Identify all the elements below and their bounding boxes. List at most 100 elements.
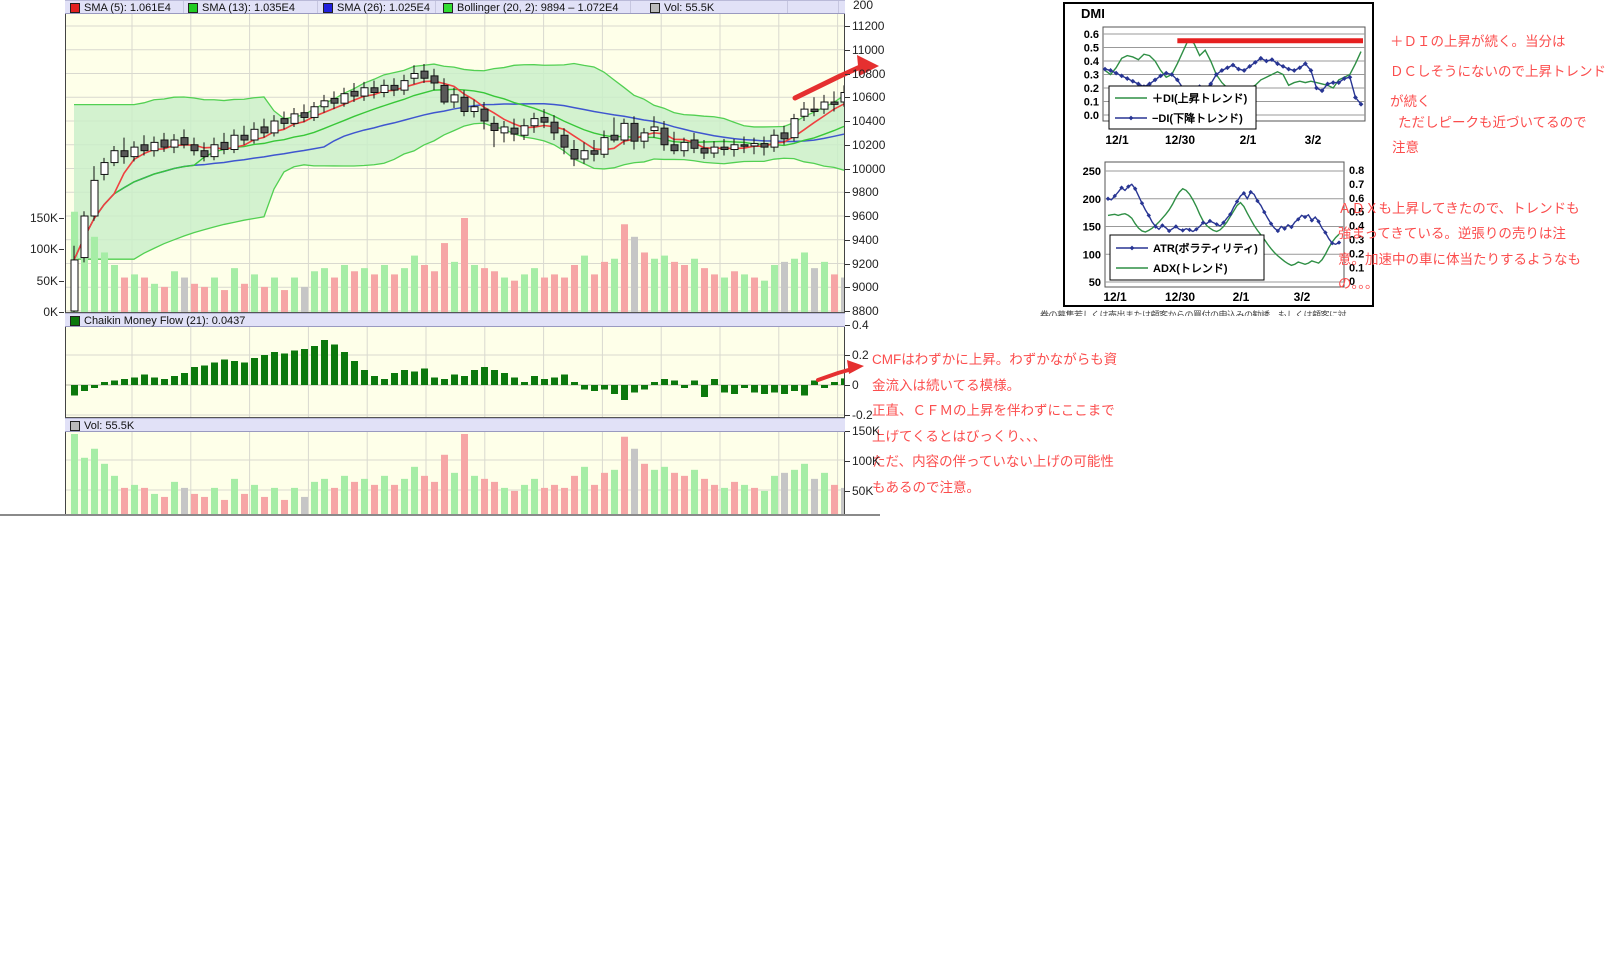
price-axis-label: 10800 [852,66,886,81]
legend-item: Bollinger (20, 2): 9894 – 1.072E4 [443,2,618,14]
price-axis-label: 10000 [852,161,886,176]
dmi-y-label: 0.2 [1084,83,1099,95]
volume-chart [65,432,845,515]
axis-tick [845,73,850,75]
dmi-x-label: 2/1 [1240,133,1257,147]
atr-y-label-right: 0.3 [1349,235,1364,247]
dmi-x-label: 12/1 [1105,133,1129,147]
legend-separator [630,1,631,13]
atr-legend-adx: ADX(トレンド) [1153,262,1228,275]
annotation-dmi-line: 注意 [1392,140,1419,155]
atr-y-label-left: 50 [1089,277,1101,289]
axis-tick [845,239,850,241]
legend-label: SMA (5): 1.061E4 [84,2,171,14]
price-axis-label: 10400 [852,114,886,128]
legend-label: Vol: 55.5K [664,2,715,14]
axis-tick [59,311,64,313]
annotation-cmf-line: ただ、内容の伴っていない上げの可能性 [872,454,1114,469]
main-chart-legend-bar: SMA (5): 1.061E4 SMA (13): 1.035E4 SMA (26… [65,0,845,14]
annotation-adx-line: の。。。 [1338,276,1379,291]
axis-tick [845,461,850,462]
atr-x-label: 3/2 [1294,290,1311,304]
axis-tick [845,355,850,356]
disclaimer-text: 券の募集若しくは売出または顧客からの買付の申込みの勧誘、もしくは顧客に対 [1040,310,1347,316]
legend-label: Bollinger (20, 2): 9894 – 1.072E4 [457,2,619,14]
atr-y-label-left: 100 [1083,249,1101,261]
dmi-y-label: 0.0 [1084,110,1099,122]
dmi-indicator-block: DMI 0.6 0.5 0.4 0.3 0.2 0.1 0.0 12/1 12/30 2/1 3/2 ＋… [1063,2,1374,307]
dmi-legend-minus-di: −DI(下降トレンド) [1152,111,1243,125]
dmi-y-label: 0.3 [1084,70,1099,82]
legend-swatch [323,3,333,13]
atr-y-label-right: 0.7 [1349,179,1364,191]
annotation-adx-line: 意。加速中の車に体当たりするようなも [1338,252,1581,267]
axis-tick [59,280,64,282]
dmi-y-label: 0.1 [1084,97,1099,109]
cmf-axis-label: -0.2 [852,408,873,422]
price-axis-label: 9800 [852,185,879,200]
atr-y-label-left: 200 [1083,194,1101,206]
cmf-panel-header: Chaikin Money Flow (21): 0.0437 [65,313,845,327]
atr-y-label-right: 0 [1349,276,1355,288]
axis-tick [59,249,64,251]
atr-y-label-right: 0.2 [1349,248,1364,260]
cmf-axis-label: 0.4 [852,318,869,332]
legend-separator [787,1,788,13]
axis-tick [59,218,64,219]
axis-tick [845,491,850,492]
price-axis-label: 11000 [852,42,885,57]
legend-separator [435,1,436,13]
legend-swatch [650,3,660,13]
volume-panel-header: Vol: 55.5K [65,418,845,432]
axis-tick [845,49,850,51]
annotation-cmf-line: 金流入は続いてる模様。 [872,378,1021,393]
volume-header-label: Vol: 55.5K [84,420,135,432]
atr-y-label-right: 0.1 [1349,262,1364,274]
annotation-adx-line: 強まってきている。逆張りの売りは注 [1338,226,1566,241]
volume-axis-label: 100K [852,454,881,468]
axis-tick [845,311,850,312]
price-axis-partial-label: 200 [853,0,874,12]
annotation-dmi-line: が続く [1390,94,1431,109]
dmi-x-label: 3/2 [1305,133,1322,147]
cmf-chart [65,327,845,418]
cmf-axis-label: 0 [852,378,859,392]
legend-item: SMA (5): 1.061E4 [70,2,171,14]
legend-swatch [70,3,80,13]
annotation-cmf-line: 正直、ＣＦＭの上昇を伴わずにここまで [872,403,1115,418]
axis-tick [845,415,850,416]
atr-x-label: 2/1 [1233,290,1250,304]
legend-label: SMA (13): 1.035E4 [202,2,295,14]
annotation-dmi-line: ただしピークも近づいてるので [1398,115,1587,130]
atr-x-label: 12/1 [1103,290,1127,304]
dmi-y-label: 0.4 [1084,56,1100,68]
atr-y-label-right: 0.4 [1349,221,1365,233]
dmi-title: DMI [1081,6,1105,21]
legend-separator [317,1,318,13]
axis-tick [845,192,850,194]
axis-tick [845,26,850,27]
legend-item: SMA (13): 1.035E4 [188,2,295,14]
cmf-legend-swatch [70,316,80,326]
cmf-axis-label: 0.2 [852,348,869,362]
dmi-y-label: 0.6 [1084,29,1099,41]
atr-y-label-right: 0.6 [1349,193,1364,205]
atr-y-label-left: 150 [1083,222,1101,234]
annotation-cmf-line: もあるので注意。 [872,480,980,495]
price-axis-label: 8800 [852,304,879,318]
legend-separator [838,1,839,13]
legend-swatch [188,3,198,13]
volume-axis-label: 150K [852,424,881,438]
cmf-header-label: Chaikin Money Flow (21): 0.0437 [84,315,246,327]
main-volume-axis-label: 100K [29,242,58,257]
atr-y-label-right: 0.8 [1349,165,1364,177]
axis-tick [845,121,850,122]
axis-tick [845,144,850,146]
volume-axis-label: 50K [852,484,874,498]
annotation-cmf-line: CMFはわずかに上昇。わずかながらも資 [872,352,1118,367]
dmi-legend-plus-di: ＋DI(上昇トレンド) [1152,91,1248,105]
horizontal-divider [0,514,880,516]
atr-y-label-left: 250 [1083,166,1101,178]
annotation-adx-line: ＡＤＸも上昇してきたので、トレンドも [1338,201,1580,216]
